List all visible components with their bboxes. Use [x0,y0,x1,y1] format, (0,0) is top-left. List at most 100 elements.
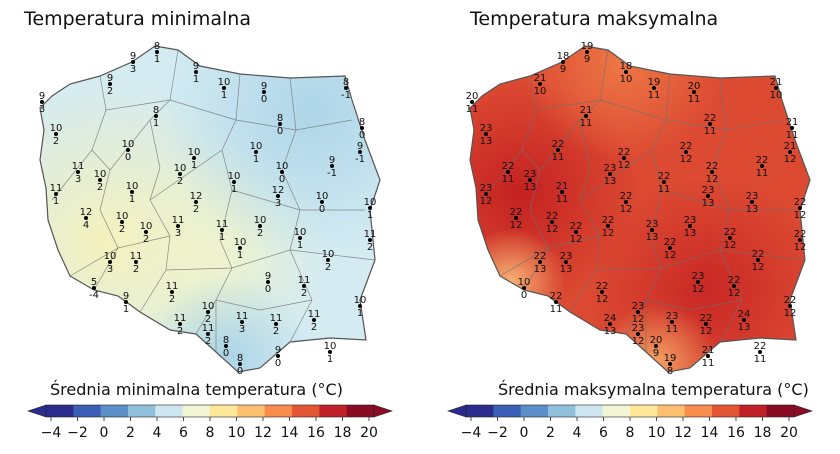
station-dot [134,260,138,264]
station-dot [76,170,80,174]
station: 112 [308,309,321,333]
colorbar-tick-label: 12 [674,425,692,441]
station-dot [758,350,762,354]
station-value-top: 24 [604,313,617,324]
station-dot [358,304,362,308]
station-value-bottom: 3 [75,174,81,185]
station: 81 [153,105,159,129]
station-dot [554,300,558,304]
poland-shape [469,45,811,373]
station-value-bottom: 2 [311,322,317,333]
station-value-bottom: 13 [604,176,617,187]
station: 101 [324,341,337,365]
station-value-top: 22 [618,147,631,158]
station-dot [662,180,666,184]
station-value-bottom: 2 [107,86,113,97]
station-value-bottom: 12 [692,284,705,295]
station-dot [326,258,330,262]
station-dot [684,150,688,154]
station-value-bottom: 3 [175,228,181,239]
station-value-top: 22 [728,275,741,286]
colorbar-tick-label: 8 [626,425,635,441]
station: 112 [174,313,187,337]
station: 102 [140,221,153,245]
station-dot [320,200,324,204]
station-value-top: 10 [116,211,129,222]
station-dot [636,310,640,314]
station-value-bottom: 11 [552,152,565,163]
station-value-top: 23 [480,123,493,134]
station-value-top: 8 [153,105,159,116]
station: 101 [188,147,201,171]
station-dot [328,350,332,354]
station-value-top: 22 [664,237,677,248]
station-value-bottom: 12 [700,326,713,337]
station-dot [298,236,302,240]
station-dot [688,224,692,228]
station-dot [706,194,710,198]
station: 80 [359,117,365,141]
station-value-bottom: 12 [602,228,615,239]
station-value-bottom: -1 [327,168,337,179]
station-value-top: 23 [684,215,697,226]
station-dot [728,236,732,240]
station-value-top: 22 [752,249,765,260]
station-value-top: 22 [794,229,807,240]
colorbar-segment [319,405,348,417]
station-dot [266,280,270,284]
station-value-top: 11 [298,275,311,286]
station-value-bottom: 12 [784,308,797,319]
region-borders [481,49,806,352]
station-value-bottom: 12 [632,336,645,347]
station-value-bottom: 3 [239,324,245,335]
station-dot [240,320,244,324]
station-dot [538,82,542,86]
colorbar-segment [520,405,549,417]
station-value-top: 10 [94,169,107,180]
station-value-bottom: 13 [524,182,537,193]
station-dot [206,332,210,336]
station-value-bottom: 0 [277,126,283,137]
station: 91 [193,61,199,85]
station-dot [584,114,588,118]
station-value-top: 21 [580,105,593,116]
colorbar-segment [292,405,320,417]
station-dot [108,82,112,86]
station-dot [706,354,710,358]
station-value-top: 9 [329,155,335,166]
station-value-bottom: 11 [648,90,661,101]
station: 122 [190,191,203,215]
station-value-top: 10 [140,221,153,232]
station-value-top: 22 [570,221,583,232]
station-value-top: 22 [546,211,559,222]
station-value-bottom: 0 [223,348,229,359]
station-value-top: 23 [692,271,705,282]
station-dot [178,322,182,326]
station-value-bottom: 13 [480,136,493,147]
station: 90 [275,345,281,369]
station-value-top: 19 [664,353,677,364]
station-dot [484,132,488,136]
station: 198 [664,353,677,377]
station-dot [756,258,760,262]
station-value-bottom: 11 [754,354,767,365]
station: 5-4 [89,277,99,301]
station-value-bottom: 9 [560,64,566,75]
station-value-bottom: 1 [123,304,129,315]
colorbar-segment [100,405,129,417]
station: 102 [174,163,187,187]
station-value-top: 22 [724,227,737,238]
station-dot [550,220,554,224]
colorbar-extend-low [447,404,467,418]
